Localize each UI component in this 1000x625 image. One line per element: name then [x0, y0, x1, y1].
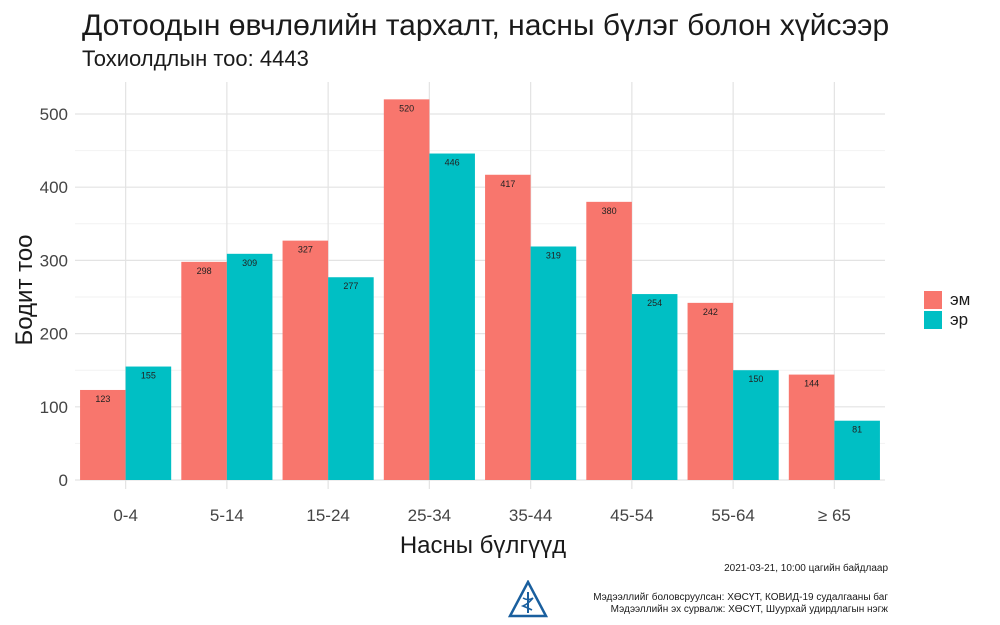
- x-tick-label: 15-24: [306, 506, 349, 525]
- x-tick-labels: 0-4 5-14 15-24 25-34 35-44 45-54 55-64 ≥ 65: [113, 506, 851, 525]
- data-label: 155: [141, 371, 156, 381]
- bar-эм-15-24: [282, 240, 329, 480]
- x-tick-label: 0-4: [113, 506, 138, 525]
- prepared-by-note: Мэдээллийг боловсруулсан: ХӨСҮТ, КОВИД-1…: [593, 592, 888, 603]
- source-note: Мэдээллийн эх сурвалж: ХӨСҮТ, Шуурхай уд…: [610, 604, 888, 615]
- y-tick-labels: 0 100 200 300 400 500: [40, 105, 68, 490]
- legend-key-em: [924, 291, 942, 309]
- x-axis-title: Насны бүлгүүд: [400, 532, 566, 559]
- y-tick-label: 100: [40, 398, 68, 417]
- x-tick-label: 35-44: [509, 506, 552, 525]
- bar-эм-55-64: [687, 302, 734, 480]
- x-tick-label: 25-34: [408, 506, 451, 525]
- legend-item-er: эр: [924, 310, 970, 330]
- legend: эм эр: [924, 290, 970, 330]
- bar-эм-45-54: [586, 201, 632, 480]
- data-label: 123: [95, 394, 110, 404]
- data-label: 81: [852, 425, 862, 435]
- bar-эм-≥ 65: [788, 374, 835, 480]
- bar-эр-35-44: [530, 246, 577, 480]
- bar-эм-35-44: [485, 174, 531, 481]
- data-label: 520: [399, 103, 414, 113]
- y-tick-label: 500: [40, 105, 68, 124]
- bar-эр-45-54: [631, 294, 678, 480]
- legend-item-em: эм: [924, 290, 970, 310]
- data-label: 309: [242, 258, 257, 268]
- data-label: 446: [445, 158, 460, 168]
- bar-эр-55-64: [733, 370, 779, 480]
- bar-эр-5-14: [226, 253, 273, 480]
- y-tick-label: 400: [40, 178, 68, 197]
- bar-эм-25-34: [383, 99, 430, 481]
- data-label: 417: [500, 179, 515, 189]
- chart-subtitle: Тохиолдлын тоо: 4443: [82, 46, 309, 71]
- y-axis-title: Бодит тоо: [11, 234, 38, 345]
- data-label: 242: [703, 307, 718, 317]
- data-label: 319: [546, 250, 561, 260]
- data-label: 254: [647, 298, 662, 308]
- data-label: 144: [804, 379, 819, 389]
- bar-эм-5-14: [181, 261, 227, 480]
- y-tick-label: 200: [40, 325, 68, 344]
- chart-title: Дотоодын өвчлөлийн тархалт, насны бүлэг …: [82, 9, 890, 42]
- y-tick-label: 300: [40, 251, 68, 270]
- data-label: 277: [343, 281, 358, 291]
- legend-label-em: эм: [950, 290, 971, 309]
- x-tick-label: 55-64: [711, 506, 754, 525]
- bar-эм-0-4: [80, 389, 126, 480]
- data-label: 298: [197, 266, 212, 276]
- legend-label-er: эр: [950, 310, 969, 329]
- bar-эр-≥ 65: [834, 420, 880, 480]
- x-tick-label: 5-14: [210, 506, 244, 525]
- bars: 123 298 327 520 417 380 242 144 155 309 277 446 319 2…: [80, 99, 880, 481]
- x-tick-label: 45-54: [610, 506, 653, 525]
- bar-эр-15-24: [328, 277, 374, 480]
- bar-эр-25-34: [429, 153, 475, 480]
- legend-key-er: [924, 311, 942, 329]
- x-tick-label: ≥ 65: [818, 506, 851, 525]
- bar-эр-0-4: [125, 366, 172, 480]
- date-note: 2021-03-21, 10:00 цагийн байдлаар: [724, 563, 888, 574]
- medical-triangle-logo-icon: [508, 580, 548, 618]
- data-label: 150: [748, 374, 763, 384]
- data-label: 327: [298, 245, 313, 255]
- y-tick-label: 0: [59, 471, 68, 490]
- data-label: 380: [602, 206, 617, 216]
